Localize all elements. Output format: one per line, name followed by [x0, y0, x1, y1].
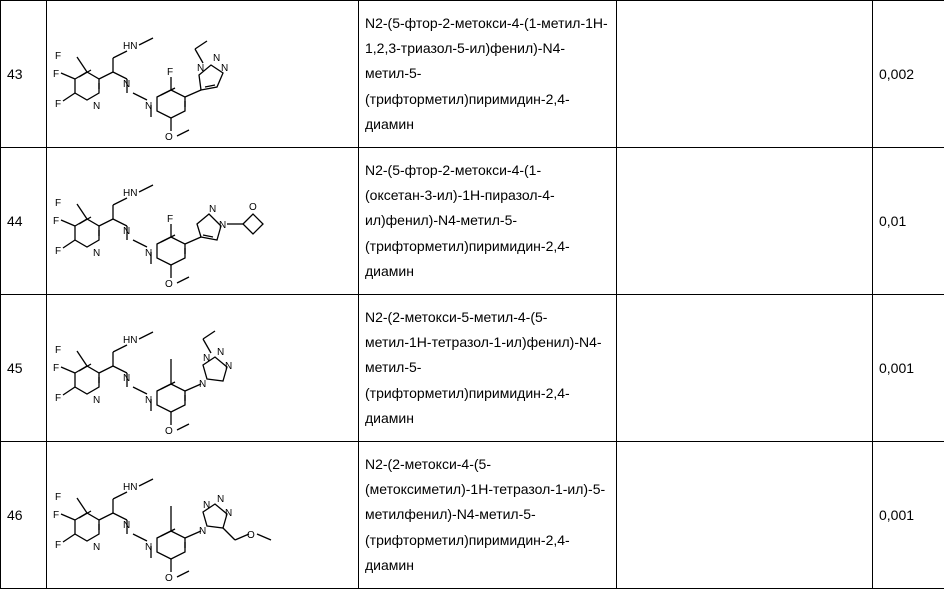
cell-name: N2-(2-метокси-4-(5-(метоксиметил)-1H-тет… [359, 442, 617, 589]
name-text: N2-(2-метокси-4-(5-(метоксиметил)-1H-тет… [365, 456, 605, 573]
svg-text:O: O [165, 573, 173, 581]
value-text: 0,01 [879, 213, 906, 229]
svg-text:N: N [123, 520, 130, 531]
svg-text:N: N [209, 204, 216, 215]
svg-text:HN: HN [123, 335, 137, 346]
svg-text:F: F [55, 540, 61, 551]
table-row: 43 F F F HN [1, 1, 944, 148]
cell-blank [617, 442, 873, 589]
cell-index: 43 [1, 1, 47, 148]
svg-text:HN: HN [123, 188, 137, 199]
svg-text:N: N [123, 373, 130, 384]
svg-text:N: N [221, 63, 228, 74]
svg-text:N: N [93, 542, 100, 553]
svg-text:N: N [203, 500, 210, 511]
index-text: 44 [7, 213, 23, 229]
index-text: 45 [7, 360, 23, 376]
index-text: 46 [7, 507, 23, 523]
chemical-structure-icon: F F F HN N N N O [53, 446, 352, 584]
cell-index: 46 [1, 442, 47, 589]
cell-value: 0,001 [873, 295, 944, 442]
svg-text:F: F [55, 345, 61, 356]
cell-index: 44 [1, 148, 47, 295]
svg-text:N: N [93, 248, 100, 259]
cell-blank [617, 1, 873, 148]
svg-text:F: F [53, 363, 59, 374]
name-text: N2-(5-фтор-2-метокси-4-(1-(оксетан-3-ил)… [365, 162, 570, 279]
value-text: 0,001 [879, 507, 914, 523]
svg-text:N: N [123, 226, 130, 237]
svg-text:N: N [217, 494, 224, 505]
svg-text:F: F [53, 510, 59, 521]
cell-index: 45 [1, 295, 47, 442]
table-row: 44 F F F HN [1, 148, 944, 295]
svg-text:O: O [249, 202, 257, 213]
value-text: 0,002 [879, 66, 914, 82]
svg-text:F: F [55, 393, 61, 404]
svg-text:N: N [123, 79, 130, 90]
svg-text:N: N [225, 508, 232, 519]
svg-text:N: N [197, 63, 204, 74]
cell-structure: F F F HN N N N O [47, 295, 359, 442]
svg-text:N: N [213, 53, 220, 64]
svg-text:F: F [53, 216, 59, 227]
value-text: 0,001 [879, 360, 914, 376]
svg-text:HN: HN [123, 482, 137, 493]
svg-text:N: N [217, 347, 224, 358]
cell-value: 0,002 [873, 1, 944, 148]
svg-text:F: F [55, 198, 61, 209]
svg-text:N: N [219, 220, 226, 231]
cell-value: 0,001 [873, 442, 944, 589]
cell-structure: F F F HN N N N O F [47, 148, 359, 295]
svg-text:O: O [247, 530, 255, 541]
svg-text:O: O [165, 132, 173, 140]
cell-value: 0,01 [873, 148, 944, 295]
cell-structure: F F F HN N N N O [47, 442, 359, 589]
name-text: N2-(5-фтор-2-метокси-4-(1-метил-1H-1,2,3… [365, 15, 608, 132]
cell-blank [617, 295, 873, 442]
chemical-structure-icon: F F F HN N N N O F [53, 152, 352, 290]
chemical-structure-icon: F F F HN N N N O [53, 299, 352, 437]
cell-name: N2-(2-метокси-5-метил-4-(5-метил-1H-тетр… [359, 295, 617, 442]
svg-text:O: O [165, 426, 173, 434]
svg-text:F: F [167, 214, 173, 225]
index-text: 43 [7, 66, 23, 82]
svg-text:N: N [93, 395, 100, 406]
table-row: 46 F F F HN [1, 442, 944, 589]
name-text: N2-(2-метокси-5-метил-4-(5-метил-1H-тетр… [365, 309, 602, 426]
cell-name: N2-(5-фтор-2-метокси-4-(1-(оксетан-3-ил)… [359, 148, 617, 295]
svg-text:N: N [203, 353, 210, 364]
svg-text:F: F [167, 67, 173, 78]
cell-name: N2-(5-фтор-2-метокси-4-(1-метил-1H-1,2,3… [359, 1, 617, 148]
svg-text:N: N [199, 379, 206, 390]
svg-text:HN: HN [123, 41, 137, 52]
table-row: 45 F F F HN [1, 295, 944, 442]
cell-blank [617, 148, 873, 295]
svg-text:F: F [55, 51, 61, 62]
svg-text:F: F [55, 492, 61, 503]
compound-table: 43 F F F HN [0, 0, 944, 589]
svg-text:N: N [225, 361, 232, 372]
cell-structure: F F F HN N N N O F [47, 1, 359, 148]
svg-text:N: N [199, 526, 206, 537]
svg-text:F: F [53, 69, 59, 80]
svg-text:F: F [55, 246, 61, 257]
svg-text:O: O [165, 279, 173, 287]
svg-text:N: N [93, 101, 100, 112]
svg-text:F: F [55, 99, 61, 110]
chemical-structure-icon: F F F HN N N N O F [53, 5, 352, 143]
